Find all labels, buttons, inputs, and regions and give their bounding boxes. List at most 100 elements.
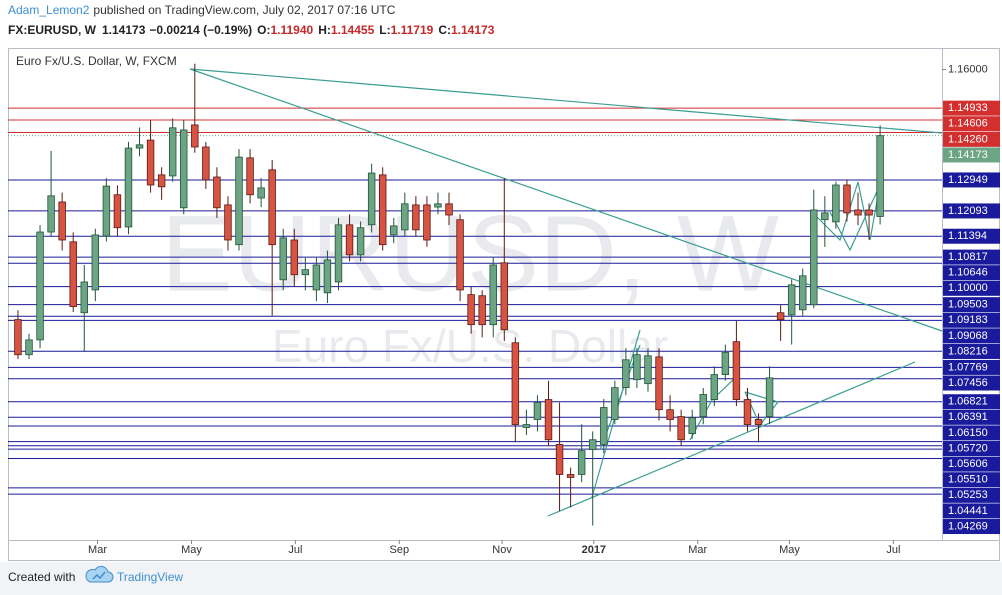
level-label: 1.08216 xyxy=(948,345,988,357)
candle-body xyxy=(102,185,111,237)
level-label: 1.09503 xyxy=(948,299,988,311)
candle-body xyxy=(80,281,88,314)
candle-body xyxy=(334,224,343,283)
footer-brand[interactable]: TradingView xyxy=(117,570,183,584)
candle-body xyxy=(36,231,44,341)
last-price: 1.14173 xyxy=(102,23,146,37)
level-label: 1.14933 xyxy=(948,102,988,114)
level-label-bg xyxy=(943,265,1000,281)
candle-body xyxy=(345,224,354,256)
last-price-bg xyxy=(943,147,1000,163)
candle-body xyxy=(323,259,332,294)
level-label-bg xyxy=(943,394,1000,410)
candle-body xyxy=(14,319,22,356)
candle-body xyxy=(235,156,243,246)
x-tick-label: May xyxy=(779,544,800,556)
x-tick-label: Mar xyxy=(88,544,107,556)
candle-body xyxy=(600,407,608,445)
candle-body xyxy=(367,172,376,226)
ohlc-value: 1.14455 xyxy=(331,23,375,37)
level-label: 1.07456 xyxy=(948,377,988,389)
candle-body xyxy=(677,416,685,441)
footer-bar xyxy=(0,562,1002,595)
candle-body xyxy=(854,209,862,216)
candle-body xyxy=(566,474,575,478)
tradingview-logo xyxy=(85,565,114,583)
watermark-sub: Euro Fx/U.S. Dollar xyxy=(272,320,668,372)
level-label-bg xyxy=(943,359,1000,375)
candle-body xyxy=(69,241,77,307)
levels xyxy=(8,107,942,495)
candle-body xyxy=(710,374,719,400)
candle-body xyxy=(268,169,276,246)
level-label-bg xyxy=(943,131,1000,147)
level-label-bg xyxy=(943,503,1000,519)
axes: 1.16000 1.14933 1.14606 1.14260 1.12949 1.120… xyxy=(88,63,1000,556)
candle-body xyxy=(688,417,696,435)
trend-line xyxy=(547,361,916,517)
author[interactable]: Adam_Lemon2 xyxy=(8,3,90,17)
level-label: 1.12949 xyxy=(948,174,988,186)
x-tick-label: May xyxy=(181,544,202,556)
candle-body xyxy=(500,262,509,331)
candle-body xyxy=(589,439,597,450)
candle-body xyxy=(843,184,851,214)
candle-body xyxy=(279,237,287,281)
candle-body xyxy=(124,147,133,228)
candle-body xyxy=(644,355,652,385)
candle-body xyxy=(577,450,586,475)
level-label-bg xyxy=(943,487,1000,503)
level-label: 1.12093 xyxy=(948,205,988,217)
symbol: FX:EURUSD, W xyxy=(8,23,97,37)
candle-body xyxy=(611,387,619,420)
candle-body xyxy=(312,264,321,291)
level-label-bg xyxy=(943,100,1000,116)
watermark: EURUSD, W xyxy=(161,193,779,314)
candle-body xyxy=(467,294,475,326)
level-label: 1.10817 xyxy=(948,251,988,263)
level-label-bg xyxy=(943,375,1000,391)
x-tick-label: Jul xyxy=(288,544,302,556)
trend-line xyxy=(689,377,736,441)
level-label: 1.06821 xyxy=(948,396,988,408)
candle-body xyxy=(390,225,398,236)
candle-body xyxy=(257,187,265,199)
level-label-bg xyxy=(943,249,1000,265)
x-tick-label: Mar xyxy=(688,544,707,556)
level-label: 1.11394 xyxy=(948,230,987,242)
candle-body xyxy=(180,129,188,209)
candle-body xyxy=(765,377,774,417)
pattern xyxy=(814,181,881,252)
x-tick-label: 2017 xyxy=(582,544,606,556)
candle-body xyxy=(290,239,298,276)
candle-body xyxy=(224,204,232,241)
level-label: 1.06391 xyxy=(948,411,988,423)
candle-body xyxy=(522,424,531,428)
candle-body xyxy=(47,195,55,233)
level-label: 1.14606 xyxy=(948,118,988,130)
chart-title: Euro Fx/U.S. Dollar, W, FXCM xyxy=(16,54,177,68)
candle-body xyxy=(489,264,497,326)
x-tick-label: Nov xyxy=(492,544,512,556)
candle-body xyxy=(699,394,707,417)
candle-body xyxy=(213,176,221,209)
x-tick-label: Sep xyxy=(389,544,409,556)
ohlc-key: L: xyxy=(379,23,390,37)
candle-body xyxy=(434,203,442,208)
candle-body xyxy=(821,212,829,221)
level-label-bg xyxy=(943,203,1000,219)
level-label: 1.05606 xyxy=(948,458,988,470)
candle-body xyxy=(544,399,553,441)
level-label-bg xyxy=(943,228,1000,244)
level-label: 1.10646 xyxy=(948,267,988,279)
level-label: 1.04269 xyxy=(948,520,988,532)
last-price-label: 1.14173 xyxy=(948,149,988,161)
level-label: 1.09183 xyxy=(948,314,988,326)
candle-body xyxy=(191,124,199,148)
level-label-bg xyxy=(943,441,1000,457)
x-tick-label: Jul xyxy=(886,544,900,556)
published: published on TradingView.com, July 02, 2… xyxy=(93,3,395,17)
candle-body xyxy=(202,146,210,181)
